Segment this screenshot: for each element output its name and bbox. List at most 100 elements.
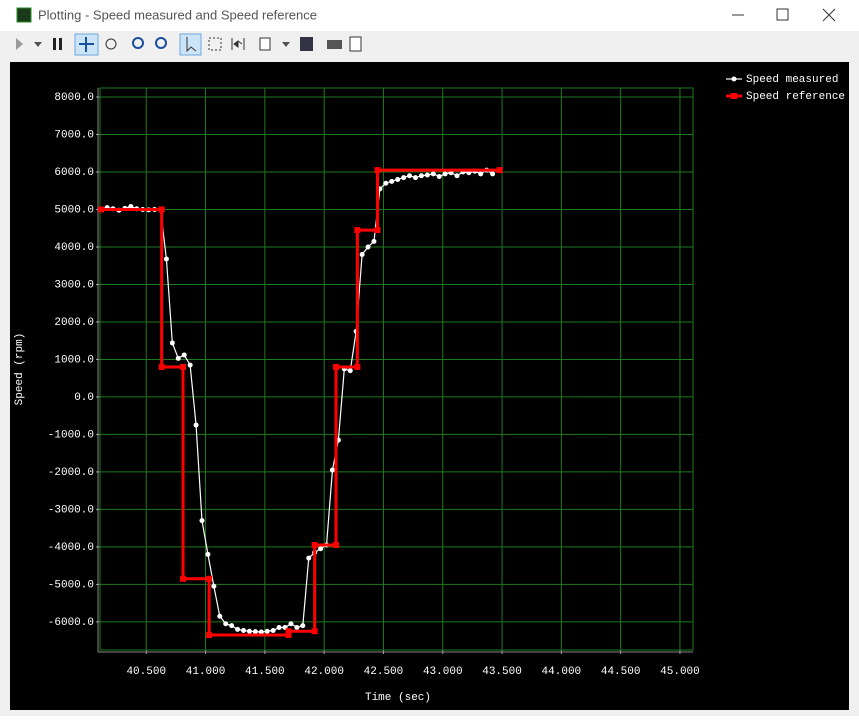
pause-bar	[59, 38, 62, 50]
series-marker	[374, 227, 381, 234]
copy-menu[interactable]	[282, 42, 290, 47]
box-select-button[interactable]	[208, 37, 222, 51]
pause-button[interactable]	[53, 38, 56, 50]
series-marker	[454, 173, 460, 179]
series-marker	[180, 363, 187, 370]
title-bar	[0, 0, 859, 31]
legend-label: Speed reference	[746, 91, 845, 103]
close-button[interactable]	[822, 8, 836, 22]
run-menu[interactable]	[34, 42, 42, 47]
series-marker	[354, 363, 361, 370]
x-tick-label: 44.500	[601, 666, 641, 678]
series-marker	[187, 362, 193, 368]
x-tick-label: 43.500	[482, 666, 522, 678]
series-marker	[329, 467, 335, 473]
series-marker	[206, 575, 213, 582]
y-tick-label: 7000.0	[54, 129, 94, 141]
series-marker	[311, 628, 318, 635]
y-tick-label: 1000.0	[54, 354, 94, 366]
series-marker	[205, 551, 211, 557]
series-marker	[374, 167, 381, 174]
series-marker	[193, 422, 199, 428]
y-tick-label: 8000.0	[54, 92, 94, 104]
series-marker	[496, 167, 503, 174]
print-button[interactable]	[327, 40, 342, 49]
series-marker	[318, 546, 324, 552]
series-marker	[294, 625, 300, 631]
series-marker	[223, 621, 229, 627]
series-marker	[235, 626, 241, 632]
series-marker	[430, 171, 436, 177]
y-tick-label: 2000.0	[54, 317, 94, 329]
series-marker	[270, 628, 276, 634]
x-tick-label: 40.500	[126, 666, 166, 678]
series-marker	[383, 180, 389, 186]
run-button[interactable]	[16, 38, 23, 50]
chart: Time (sec) Speed (rpm) 8000.0 7000.0 6000.…	[14, 74, 845, 704]
zoom-in-button[interactable]	[155, 37, 167, 49]
y-tick-label: 3000.0	[54, 279, 94, 291]
series-marker	[169, 340, 175, 346]
plot-frame	[99, 87, 694, 651]
series-marker	[276, 625, 282, 631]
series-marker	[264, 628, 270, 634]
y-tick-label: 5000.0	[54, 204, 94, 216]
toolbar	[0, 31, 859, 58]
series-marker	[395, 176, 401, 182]
series-marker	[98, 206, 105, 213]
save-button[interactable]	[300, 37, 313, 51]
series-marker	[371, 238, 377, 244]
legend-label: Speed measured	[746, 74, 838, 86]
x-tick-label: 42.000	[304, 666, 344, 678]
series-marker	[359, 251, 365, 257]
x-tick-label: 43.000	[423, 666, 463, 678]
series-marker	[158, 206, 165, 213]
series-marker	[180, 575, 187, 582]
print-preview-button[interactable]	[349, 36, 362, 52]
series-marker	[436, 173, 442, 179]
series-marker	[424, 172, 430, 178]
x-tick-label: 44.000	[542, 666, 582, 678]
series-marker	[300, 623, 306, 629]
y-tick-label: -6000.0	[48, 617, 94, 629]
maximize-button[interactable]	[776, 8, 789, 21]
series-marker	[311, 542, 318, 549]
y-tick-label: 4000.0	[54, 242, 94, 254]
series-marker	[333, 542, 340, 549]
series-marker	[306, 555, 312, 561]
legend-marker	[731, 93, 737, 99]
series-marker	[285, 628, 292, 635]
series-marker	[217, 613, 223, 619]
series-marker	[478, 171, 484, 177]
series-marker	[175, 355, 181, 361]
y-tick-label: -1000.0	[48, 429, 94, 441]
cursor-button[interactable]	[231, 38, 245, 50]
series-marker	[354, 227, 361, 234]
series-marker	[333, 363, 340, 370]
zoom-out-button[interactable]	[132, 37, 144, 49]
x-tick-label: 42.500	[364, 666, 404, 678]
series-marker	[199, 518, 205, 524]
series-marker	[418, 173, 424, 179]
y-tick-label: -4000.0	[48, 542, 94, 554]
series-marker	[158, 363, 165, 370]
x-tick-label: 41.000	[186, 666, 226, 678]
select-button[interactable]	[179, 33, 202, 56]
zoom-fit-button[interactable]	[105, 38, 117, 50]
series-marker	[206, 632, 213, 639]
y-tick-label: -5000.0	[48, 579, 94, 591]
x-axis-label: Time (sec)	[365, 692, 431, 704]
series-marker	[285, 632, 292, 639]
series-marker	[288, 621, 294, 627]
series-marker	[258, 629, 264, 635]
x-tick-label: 45.000	[660, 666, 700, 678]
y-tick-label: 6000.0	[54, 167, 94, 179]
series-marker	[211, 583, 217, 589]
copy-button[interactable]	[259, 37, 271, 51]
y-tick-label: -2000.0	[48, 467, 94, 479]
series-marker	[389, 178, 395, 184]
series-marker	[442, 171, 448, 177]
series-line	[101, 168, 500, 637]
